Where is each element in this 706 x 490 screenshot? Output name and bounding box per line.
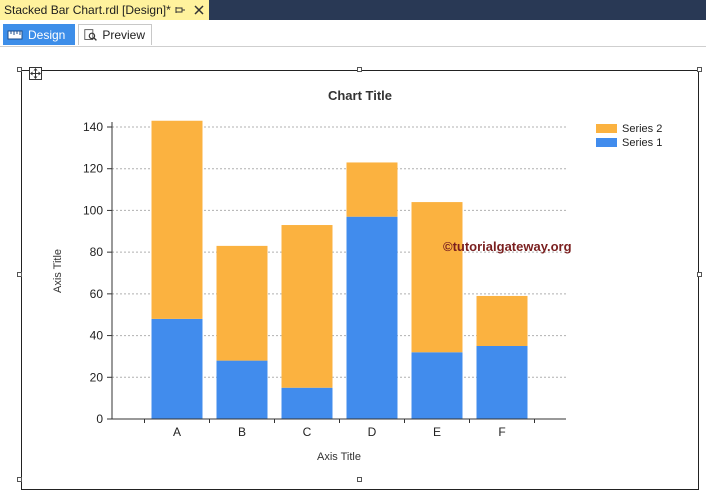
y-axis-title[interactable]: Axis Title: [52, 249, 64, 293]
resize-handle[interactable]: [357, 67, 362, 72]
pin-icon[interactable]: [173, 3, 187, 17]
ruler-icon: [7, 30, 23, 39]
watermark: ©tutorialgateway.org: [443, 239, 572, 254]
x-tick-label: A: [173, 425, 181, 439]
bar-B-series-2[interactable]: [216, 245, 268, 361]
bar-D-series-2[interactable]: [346, 162, 398, 217]
document-tab[interactable]: Stacked Bar Chart.rdl [Design]*: [0, 0, 209, 20]
y-tick-label: 80: [90, 245, 104, 259]
close-icon[interactable]: [192, 3, 206, 17]
legend-swatch: [596, 124, 617, 133]
y-tick-label: 60: [90, 287, 104, 301]
chart-title[interactable]: Chart Title: [328, 88, 392, 103]
tab-preview[interactable]: Preview: [78, 24, 152, 45]
bar-A-series-1[interactable]: [151, 318, 203, 419]
y-tick-label: 100: [83, 203, 103, 217]
y-tick-label: 140: [83, 120, 103, 134]
resize-handle[interactable]: [17, 272, 22, 277]
bar-C-series-2[interactable]: [281, 225, 333, 388]
tab-design-label: Design: [28, 27, 66, 42]
legend-label[interactable]: Series 2: [622, 123, 662, 135]
x-tick-label: B: [238, 425, 246, 439]
bar-E-series-1[interactable]: [411, 352, 463, 419]
legend-swatch: [596, 138, 617, 147]
x-tick-label: D: [368, 425, 377, 439]
tab-design[interactable]: Design: [3, 24, 75, 45]
bar-E-series-2[interactable]: [411, 202, 463, 353]
x-tick-label: C: [303, 425, 312, 439]
resize-handle[interactable]: [697, 67, 702, 72]
document-tab-title: Stacked Bar Chart.rdl [Design]*: [4, 3, 171, 17]
y-tick-label: 20: [90, 370, 104, 384]
bar-B-series-1[interactable]: [216, 360, 268, 419]
bar-F-series-1[interactable]: [476, 346, 528, 419]
resize-handle[interactable]: [697, 272, 702, 277]
preview-icon: [84, 29, 97, 41]
y-tick-label: 120: [83, 162, 103, 176]
bar-F-series-2[interactable]: [476, 295, 528, 346]
resize-handle[interactable]: [17, 67, 22, 72]
move-handle-icon[interactable]: [29, 67, 42, 80]
y-tick-label: 0: [96, 412, 103, 426]
x-tick-label: E: [433, 425, 441, 439]
bar-A-series-2[interactable]: [151, 120, 203, 319]
x-tick-label: F: [498, 425, 505, 439]
x-axis-title[interactable]: Axis Title: [317, 451, 361, 463]
view-tab-bar: Design Preview: [0, 20, 706, 47]
legend-label[interactable]: Series 1: [622, 137, 662, 149]
bar-D-series-1[interactable]: [346, 216, 398, 419]
y-tick-label: 40: [90, 329, 104, 343]
tab-preview-label: Preview: [102, 28, 145, 42]
bar-C-series-1[interactable]: [281, 387, 333, 419]
